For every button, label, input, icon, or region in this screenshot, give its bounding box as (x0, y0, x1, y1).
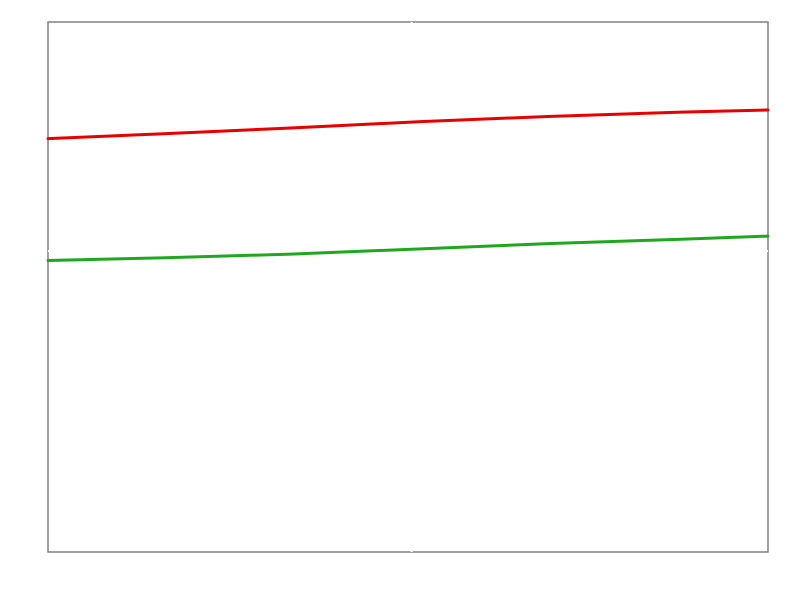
series-green (48, 236, 768, 260)
plot-frame (48, 22, 768, 552)
series-red (48, 110, 768, 139)
line-chart (0, 0, 800, 602)
